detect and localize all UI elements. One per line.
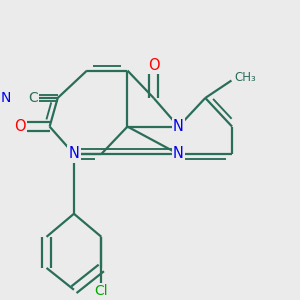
Text: N: N [1, 91, 11, 105]
Text: O: O [148, 58, 159, 73]
Text: C: C [28, 91, 38, 105]
Text: N: N [68, 146, 80, 161]
Text: CH₃: CH₃ [234, 71, 256, 84]
Text: Cl: Cl [94, 284, 108, 298]
Text: N: N [173, 146, 184, 161]
Text: O: O [14, 119, 26, 134]
Text: N: N [173, 119, 184, 134]
